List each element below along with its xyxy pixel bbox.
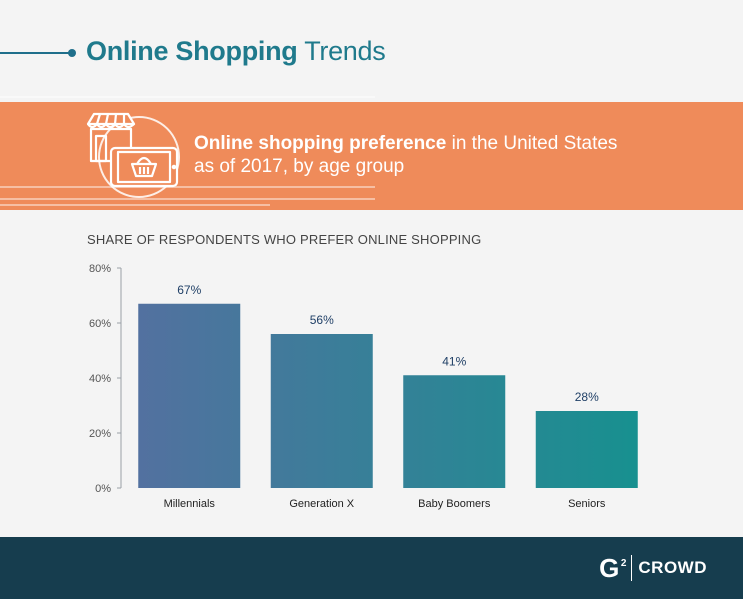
bar-chart: 0% 20% 40% 60% 80% 67% Millennials 56% Generati… xyxy=(89,263,638,510)
x-category-label: Millennials xyxy=(164,498,216,510)
banner-icon-circle xyxy=(98,116,180,198)
bar-value-label: 56% xyxy=(310,313,334,327)
page-title-light: Trends xyxy=(304,36,386,66)
x-category-label: Baby Boomers xyxy=(418,498,491,510)
shop-and-tablet-basket-icon xyxy=(86,112,179,188)
banner-stripe xyxy=(0,204,270,206)
header-dot xyxy=(68,49,76,57)
banner-text: Online shopping preference in the United… xyxy=(194,132,617,178)
x-category-label: Seniors xyxy=(568,498,606,510)
banner-title-bold: Online shopping preference xyxy=(194,133,447,154)
x-category-label: Generation X xyxy=(289,498,354,510)
banner-title-rest: in the United States xyxy=(446,133,618,154)
bar xyxy=(270,334,373,488)
footer xyxy=(0,537,743,599)
bar xyxy=(535,411,638,488)
y-tick-label: 60% xyxy=(89,318,111,330)
header-line xyxy=(0,52,70,54)
logo-crowd: CROWD xyxy=(638,558,707,577)
bar-value-label: 67% xyxy=(177,283,201,297)
logo-letter: G xyxy=(599,553,620,583)
logo-sup: 2 xyxy=(620,558,627,569)
logo-separator xyxy=(631,555,633,581)
banner-stripe xyxy=(0,96,375,98)
y-tick-label: 40% xyxy=(89,373,111,385)
bar xyxy=(403,375,506,488)
bar xyxy=(138,303,241,488)
banner-stripe xyxy=(0,186,375,188)
bar-value-label: 28% xyxy=(575,390,599,404)
chart-title: SHARE OF RESPONDENTS WHO PREFER ONLINE S… xyxy=(87,232,482,247)
page-title-bold: Online Shopping xyxy=(86,36,298,66)
y-tick-label: 80% xyxy=(89,263,111,275)
page-title: Online Shopping Trends xyxy=(86,36,386,67)
banner-subtitle: as of 2017, by age group xyxy=(194,156,405,177)
banner-stripe xyxy=(0,198,375,200)
bar-value-label: 41% xyxy=(442,354,466,368)
y-tick-label: 20% xyxy=(89,428,111,440)
y-tick-label: 0% xyxy=(95,483,111,495)
